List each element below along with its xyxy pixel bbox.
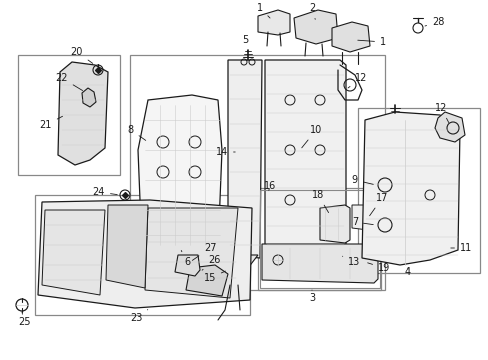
Text: 18: 18	[311, 190, 328, 213]
Polygon shape	[434, 112, 464, 142]
Text: 25: 25	[18, 312, 30, 327]
Polygon shape	[351, 205, 371, 230]
Text: 1: 1	[357, 37, 386, 47]
Bar	[130, 55, 384, 290]
Text: 13: 13	[342, 256, 360, 267]
Text: 20: 20	[70, 47, 93, 63]
Polygon shape	[293, 10, 337, 44]
Text: 14: 14	[215, 147, 235, 157]
Bar	[18, 55, 120, 175]
Text: 27: 27	[192, 243, 216, 260]
Text: 3: 3	[308, 290, 314, 303]
Text: 26: 26	[202, 255, 220, 270]
Text: 12: 12	[434, 103, 448, 122]
Polygon shape	[175, 255, 200, 276]
Text: 6: 6	[181, 251, 190, 267]
Polygon shape	[138, 95, 222, 250]
Polygon shape	[331, 22, 369, 52]
Polygon shape	[319, 205, 349, 243]
Polygon shape	[264, 60, 346, 258]
Polygon shape	[222, 255, 258, 285]
Text: 8: 8	[128, 125, 145, 140]
Polygon shape	[185, 265, 227, 296]
Text: 15: 15	[203, 271, 225, 283]
Polygon shape	[258, 10, 289, 35]
Polygon shape	[58, 62, 108, 165]
Polygon shape	[82, 88, 96, 107]
Polygon shape	[361, 112, 459, 265]
Text: 10: 10	[301, 125, 322, 148]
Polygon shape	[38, 200, 251, 308]
Polygon shape	[145, 208, 238, 298]
Text: 1: 1	[256, 3, 269, 18]
Text: 17: 17	[369, 193, 387, 216]
Text: 11: 11	[450, 243, 471, 253]
Polygon shape	[262, 244, 377, 283]
Text: 22: 22	[55, 73, 82, 91]
Text: 24: 24	[92, 187, 117, 197]
Text: 23: 23	[130, 310, 147, 323]
Text: 12: 12	[347, 73, 366, 88]
Bar	[260, 190, 379, 288]
Polygon shape	[42, 210, 105, 295]
Text: 2: 2	[308, 3, 315, 19]
Text: 5: 5	[242, 35, 247, 52]
Bar	[357, 108, 479, 273]
Text: 16: 16	[264, 181, 276, 191]
Text: 28: 28	[424, 17, 444, 27]
Text: 4: 4	[404, 267, 410, 277]
Polygon shape	[106, 205, 148, 288]
Text: 19: 19	[367, 263, 389, 273]
Text: 7: 7	[351, 217, 372, 227]
Polygon shape	[227, 60, 262, 258]
Bar	[35, 195, 249, 315]
Bar	[258, 188, 380, 290]
Text: 21: 21	[40, 116, 62, 130]
Text: 9: 9	[351, 175, 372, 185]
